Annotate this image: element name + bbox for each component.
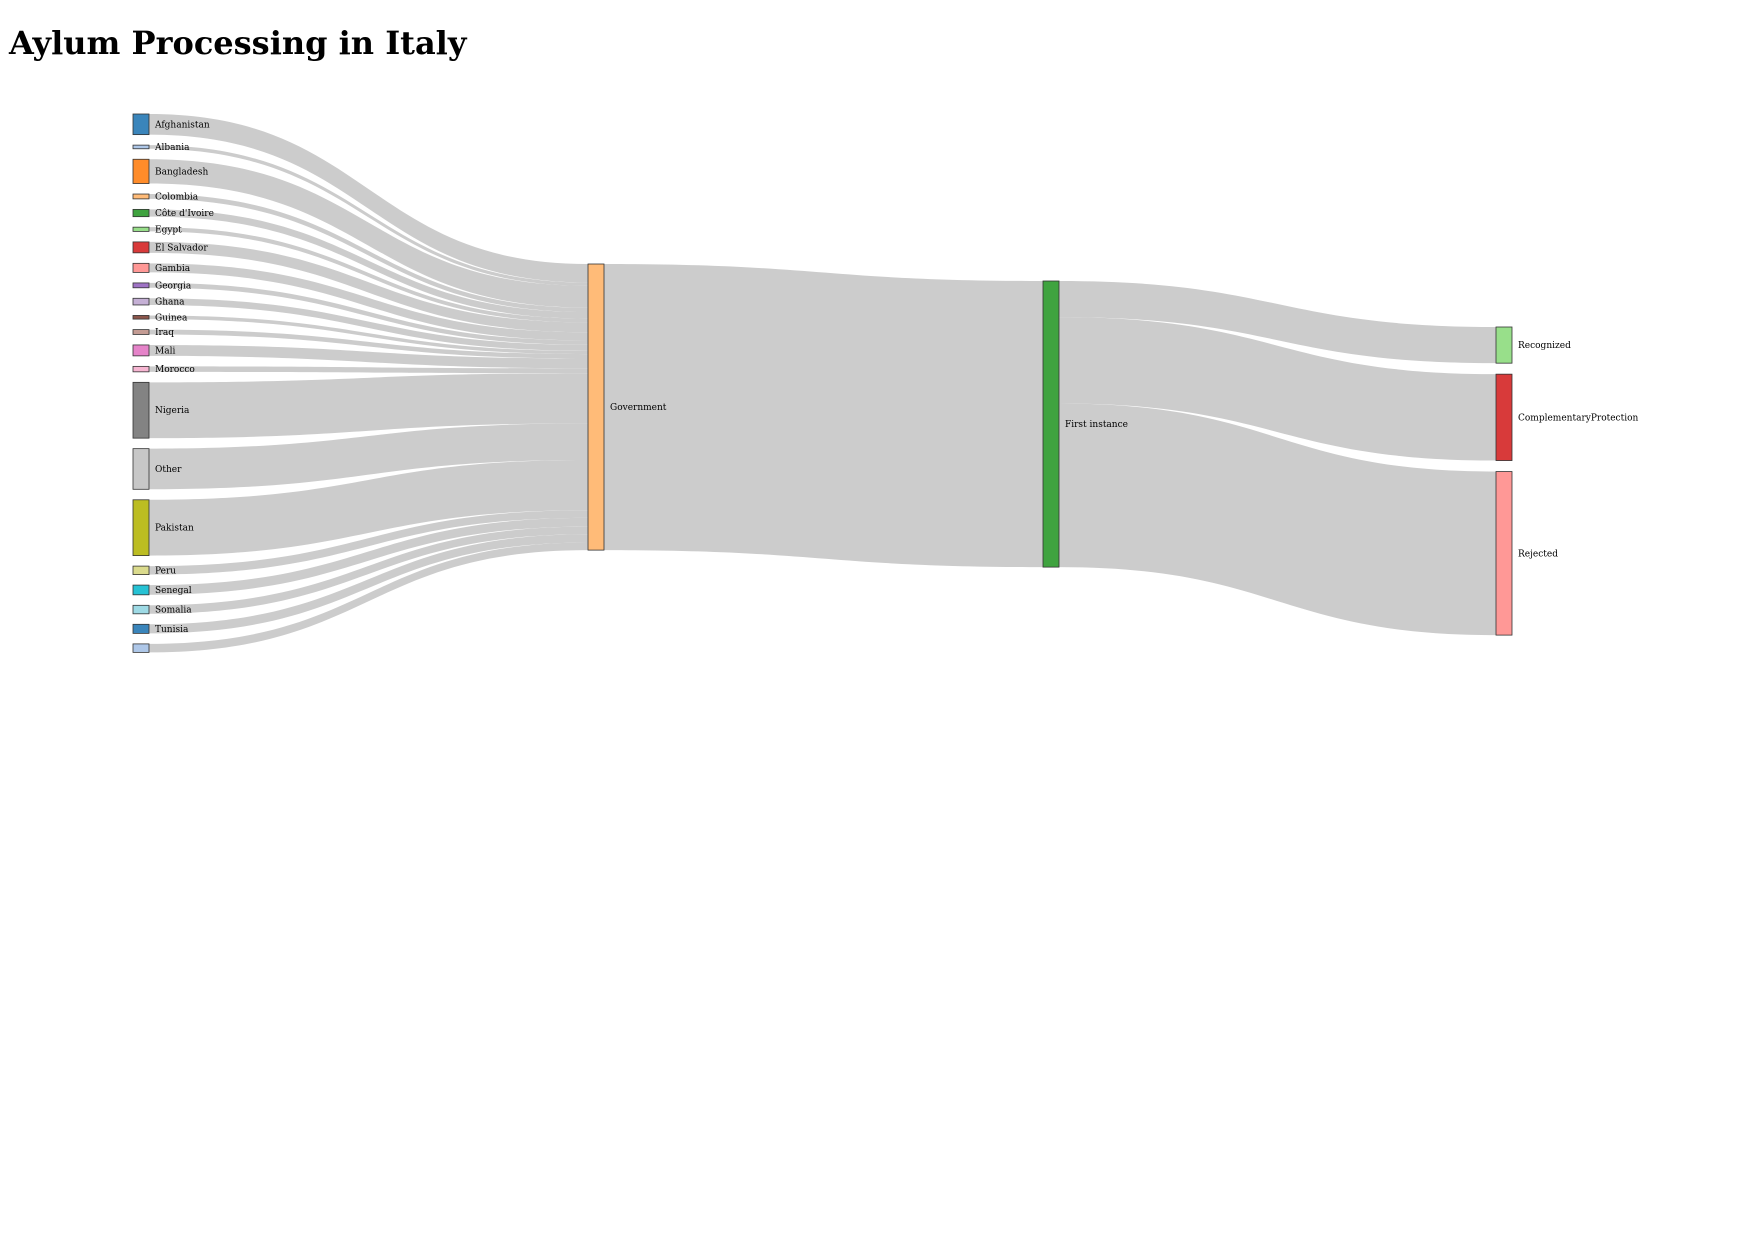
node-somalia xyxy=(132,604,150,615)
link-gambia-to-government xyxy=(149,263,588,341)
link-other-to-government xyxy=(149,423,588,490)
node-label-egypt: Egypt xyxy=(155,225,182,235)
link-somalia-to-government xyxy=(149,526,588,614)
node-guinea xyxy=(132,315,150,320)
page-title: Aylum Processing in Italy xyxy=(9,24,467,62)
node-label-peru: Peru xyxy=(155,566,176,576)
link-el-salvador-to-government xyxy=(149,241,588,333)
node-label-ghana: Ghana xyxy=(155,298,185,308)
link-nigeria-to-government xyxy=(149,373,588,439)
node-mali xyxy=(132,344,150,357)
link-peru-to-government xyxy=(149,510,588,575)
node-el-salvador xyxy=(132,241,150,254)
node-label-pakistan: Pakistan xyxy=(155,524,194,534)
node-peru xyxy=(132,565,150,576)
link-iraq-to-government xyxy=(149,329,588,359)
node-complementaryprotection xyxy=(1495,373,1513,461)
node-recognized xyxy=(1495,326,1513,364)
node-egypt xyxy=(132,226,150,232)
sankey-links xyxy=(149,114,1496,653)
node-label-georgia: Georgia xyxy=(155,281,192,291)
node-label-nigeria: Nigeria xyxy=(155,406,190,416)
link-mali-to-government xyxy=(149,344,588,369)
link-unlabeled-to-government xyxy=(149,542,588,653)
node-label-morocco: Morocco xyxy=(155,365,195,375)
node-ghana xyxy=(132,297,150,306)
link-albania-to-government xyxy=(149,145,588,286)
node-senegal xyxy=(132,584,150,596)
node-gambia xyxy=(132,262,150,273)
node-nigeria xyxy=(132,381,150,439)
link-c-te-d-ivoire-to-government xyxy=(149,209,588,319)
link-first-instance-to-rejected xyxy=(1059,403,1496,636)
node-first-instance xyxy=(1042,280,1060,568)
node-label-rejected: Rejected xyxy=(1518,549,1558,559)
node-label-el-salvador: El Salvador xyxy=(155,243,208,253)
node-label-bangladesh: Bangladesh xyxy=(155,167,208,177)
node-georgia xyxy=(132,282,150,289)
node-label-colombia: Colombia xyxy=(155,192,199,202)
node-label-gambia: Gambia xyxy=(155,264,191,274)
link-georgia-to-government xyxy=(149,282,588,345)
link-first-instance-to-recognized xyxy=(1059,281,1496,364)
node-label-tunisia: Tunisia xyxy=(155,625,189,635)
node-label-iraq: Iraq xyxy=(155,328,174,338)
link-government-to-first-instance xyxy=(604,264,1043,568)
node-unlabeled xyxy=(132,643,150,653)
node-colombia xyxy=(132,193,150,200)
node-label-government: Government xyxy=(610,403,667,413)
link-first-instance-to-complementaryprotection xyxy=(1059,317,1496,461)
node-label-complementaryprotection: ComplementaryProtection xyxy=(1518,413,1639,423)
link-colombia-to-government xyxy=(149,194,588,313)
link-ghana-to-government xyxy=(149,298,588,351)
node-albania xyxy=(132,144,150,150)
node-government xyxy=(587,263,605,551)
node-label-other: Other xyxy=(155,465,182,475)
node-label-recognized: Recognized xyxy=(1518,341,1571,351)
link-morocco-to-government xyxy=(149,366,588,374)
node-c-te-d-ivoire xyxy=(132,208,150,218)
node-label-first-instance: First instance xyxy=(1065,420,1128,430)
node-tunisia xyxy=(132,623,150,634)
node-label-afghanistan: Afghanistan xyxy=(154,120,210,130)
node-afghanistan xyxy=(132,113,150,136)
node-other xyxy=(132,448,150,490)
node-label-senegal: Senegal xyxy=(155,586,192,596)
node-bangladesh xyxy=(132,158,150,184)
sankey-labels: Afghanistan Albania Bangladesh Colombia Côte… xyxy=(154,120,1639,635)
node-label-mali: Mali xyxy=(155,346,175,356)
link-pakistan-to-government xyxy=(149,460,588,556)
sankey-nodes xyxy=(132,113,1513,653)
node-label-albania: Albania xyxy=(154,143,190,153)
link-egypt-to-government xyxy=(149,227,588,323)
link-guinea-to-government xyxy=(149,315,588,355)
node-morocco xyxy=(132,365,150,373)
node-label-guinea: Guinea xyxy=(155,313,188,323)
link-bangladesh-to-government xyxy=(149,159,588,308)
node-rejected xyxy=(1495,471,1513,636)
node-label-c-te-d-ivoire: Côte d'Ivoire xyxy=(155,208,214,219)
link-senegal-to-government xyxy=(149,517,588,595)
link-tunisia-to-government xyxy=(149,534,588,634)
link-afghanistan-to-government xyxy=(149,114,588,283)
node-label-somalia: Somalia xyxy=(155,606,192,616)
node-pakistan xyxy=(132,499,150,557)
node-iraq xyxy=(132,329,150,335)
